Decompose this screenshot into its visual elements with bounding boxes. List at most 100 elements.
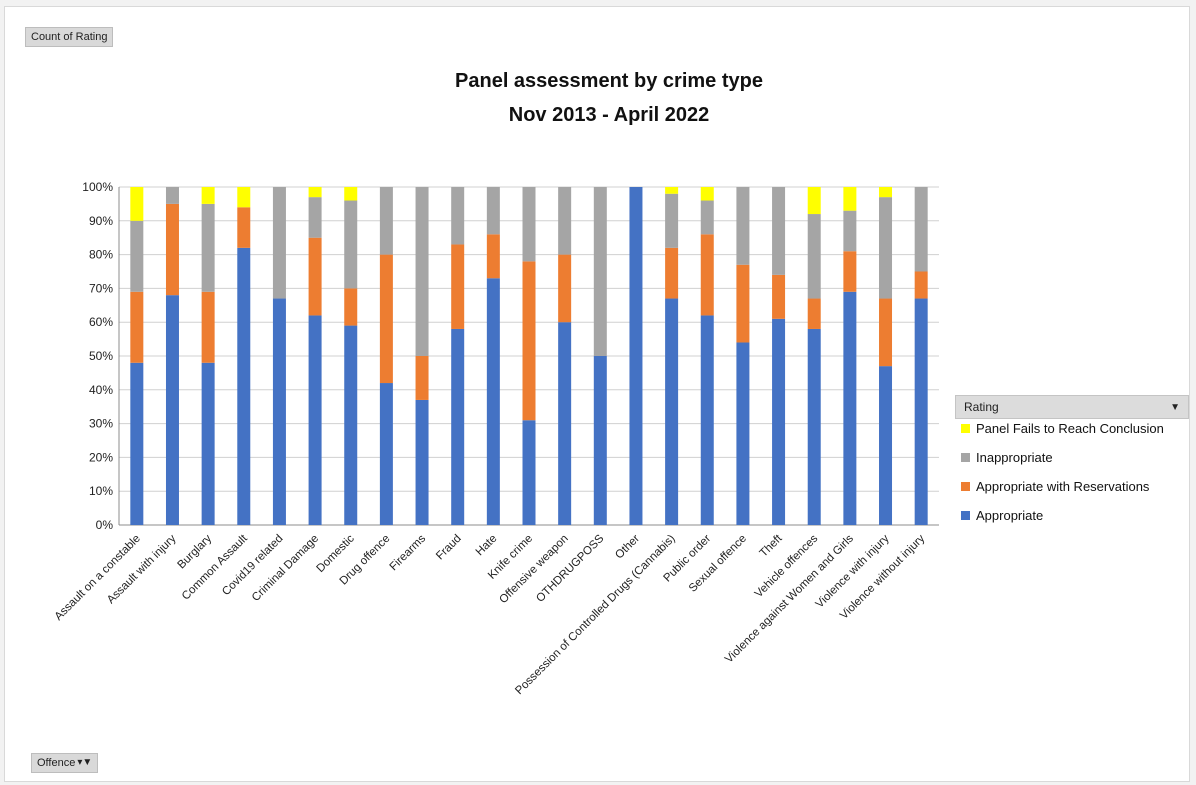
bar-segment[interactable] [201, 291, 215, 363]
bar-segment[interactable] [344, 325, 358, 525]
bar-segment[interactable] [272, 298, 286, 525]
bar-segment[interactable] [843, 251, 857, 292]
bar-segment[interactable] [879, 197, 893, 299]
bar-segment[interactable] [807, 298, 821, 329]
offence-field-button[interactable]: Offence ▾▼ [31, 753, 99, 773]
x-tick-label: Vehicle offences [753, 532, 821, 600]
bar-segment[interactable] [665, 298, 679, 525]
bar-segment[interactable] [700, 187, 714, 201]
bar-segment[interactable] [165, 187, 179, 204]
bar-segment[interactable] [807, 214, 821, 299]
bar-segment[interactable] [237, 187, 251, 208]
x-tick-label: OTHDRUGPOSS [534, 532, 606, 604]
bar-segment[interactable] [843, 187, 857, 211]
bar-segment[interactable] [308, 237, 322, 316]
bar-segment[interactable] [843, 291, 857, 525]
x-tick-label: Covid19 related [220, 533, 285, 598]
bar-segment[interactable] [308, 197, 322, 238]
bar-segment[interactable] [700, 234, 714, 316]
legend-swatch [961, 511, 970, 520]
bar-segment[interactable] [593, 187, 607, 356]
y-tick-label: 20% [89, 450, 113, 464]
bar-segment[interactable] [772, 274, 786, 319]
bar-segment[interactable] [665, 187, 679, 194]
legend-item[interactable]: Inappropriate [961, 450, 1053, 465]
bar-segment[interactable] [843, 210, 857, 252]
bars [130, 187, 928, 525]
bar-segment[interactable] [879, 298, 893, 367]
bar-segment[interactable] [558, 187, 572, 255]
bar-segment[interactable] [451, 244, 465, 329]
bar-segment[interactable] [379, 383, 393, 525]
y-tick-label: 80% [89, 248, 113, 262]
bar-segment[interactable] [558, 254, 572, 323]
bar-segment[interactable] [807, 187, 821, 215]
bar-segment[interactable] [344, 200, 358, 289]
bar-segment[interactable] [486, 278, 500, 525]
y-tick-label: 90% [89, 214, 113, 228]
bar-segment[interactable] [736, 264, 750, 343]
bar-segment[interactable] [130, 187, 144, 221]
bar-segment[interactable] [700, 200, 714, 235]
y-tick-label: 60% [89, 315, 113, 329]
bar-segment[interactable] [201, 362, 215, 525]
bar-segment[interactable] [344, 288, 358, 326]
x-tick-label: Violence against Women and Girls [723, 532, 856, 665]
bar-segment[interactable] [415, 356, 429, 400]
bar-segment[interactable] [522, 187, 536, 262]
dropdown-arrow-icon[interactable]: ▼ [1170, 401, 1180, 413]
bar-segment[interactable] [201, 203, 215, 292]
bar-segment[interactable] [665, 247, 679, 299]
bar-segment[interactable] [629, 187, 643, 525]
bar-segment[interactable] [130, 220, 144, 292]
legend-item[interactable]: Appropriate [961, 508, 1043, 523]
rating-field-button[interactable]: Rating ▼ [955, 395, 1189, 419]
bar-segment[interactable] [879, 366, 893, 525]
bar-segment[interactable] [415, 187, 429, 356]
bar-segment[interactable] [165, 295, 179, 525]
y-tick-label: 10% [89, 484, 113, 498]
bar-segment[interactable] [165, 203, 179, 296]
bar-segment[interactable] [665, 193, 679, 248]
bar-segment[interactable] [344, 187, 358, 201]
bar-segment[interactable] [130, 362, 144, 525]
bar-segment[interactable] [486, 187, 500, 235]
bar-segment[interactable] [272, 187, 286, 299]
bar-segment[interactable] [914, 298, 928, 525]
bar-segment[interactable] [772, 318, 786, 525]
bar-segment[interactable] [379, 187, 393, 255]
legend-item[interactable]: Appropriate with Reservations [961, 479, 1149, 494]
y-axis: 0% 10% 20% 30% 40% 50% 60% 70% 80% 90% 100% [82, 180, 120, 532]
bar-segment[interactable] [237, 207, 251, 248]
bar-segment[interactable] [807, 328, 821, 525]
bar-segment[interactable] [308, 315, 322, 525]
bar-segment[interactable] [558, 322, 572, 525]
bar-segment[interactable] [237, 247, 251, 525]
offence-label: Offence [37, 757, 76, 769]
count-of-rating-field-button[interactable]: Count of Rating [25, 27, 114, 47]
bar-segment[interactable] [379, 254, 393, 384]
bar-segment[interactable] [736, 187, 750, 265]
legend-item[interactable]: Panel Fails to Reach Conclusion [961, 421, 1164, 436]
bar-segment[interactable] [451, 187, 465, 245]
bar-segment[interactable] [879, 187, 893, 198]
filter-icon[interactable]: ▾▼ [77, 757, 93, 768]
bar-segment[interactable] [522, 261, 536, 421]
bar-segment[interactable] [201, 187, 215, 204]
bar-segment[interactable] [914, 187, 928, 272]
bar-segment[interactable] [700, 315, 714, 525]
bar-segment[interactable] [736, 342, 750, 525]
legend-label: Appropriate [976, 508, 1044, 523]
bar-segment[interactable] [522, 420, 536, 525]
bar-segment[interactable] [593, 356, 607, 525]
bar-segment[interactable] [486, 234, 500, 279]
legend-swatch [961, 482, 970, 491]
bar-segment[interactable] [772, 187, 786, 275]
bar-segment[interactable] [130, 291, 144, 363]
bar-segment[interactable] [308, 187, 322, 198]
bar-segment[interactable] [415, 399, 429, 525]
bar-segment[interactable] [914, 271, 928, 299]
bar-segment[interactable] [451, 328, 465, 525]
count-of-rating-label: Count of Rating [31, 31, 108, 43]
